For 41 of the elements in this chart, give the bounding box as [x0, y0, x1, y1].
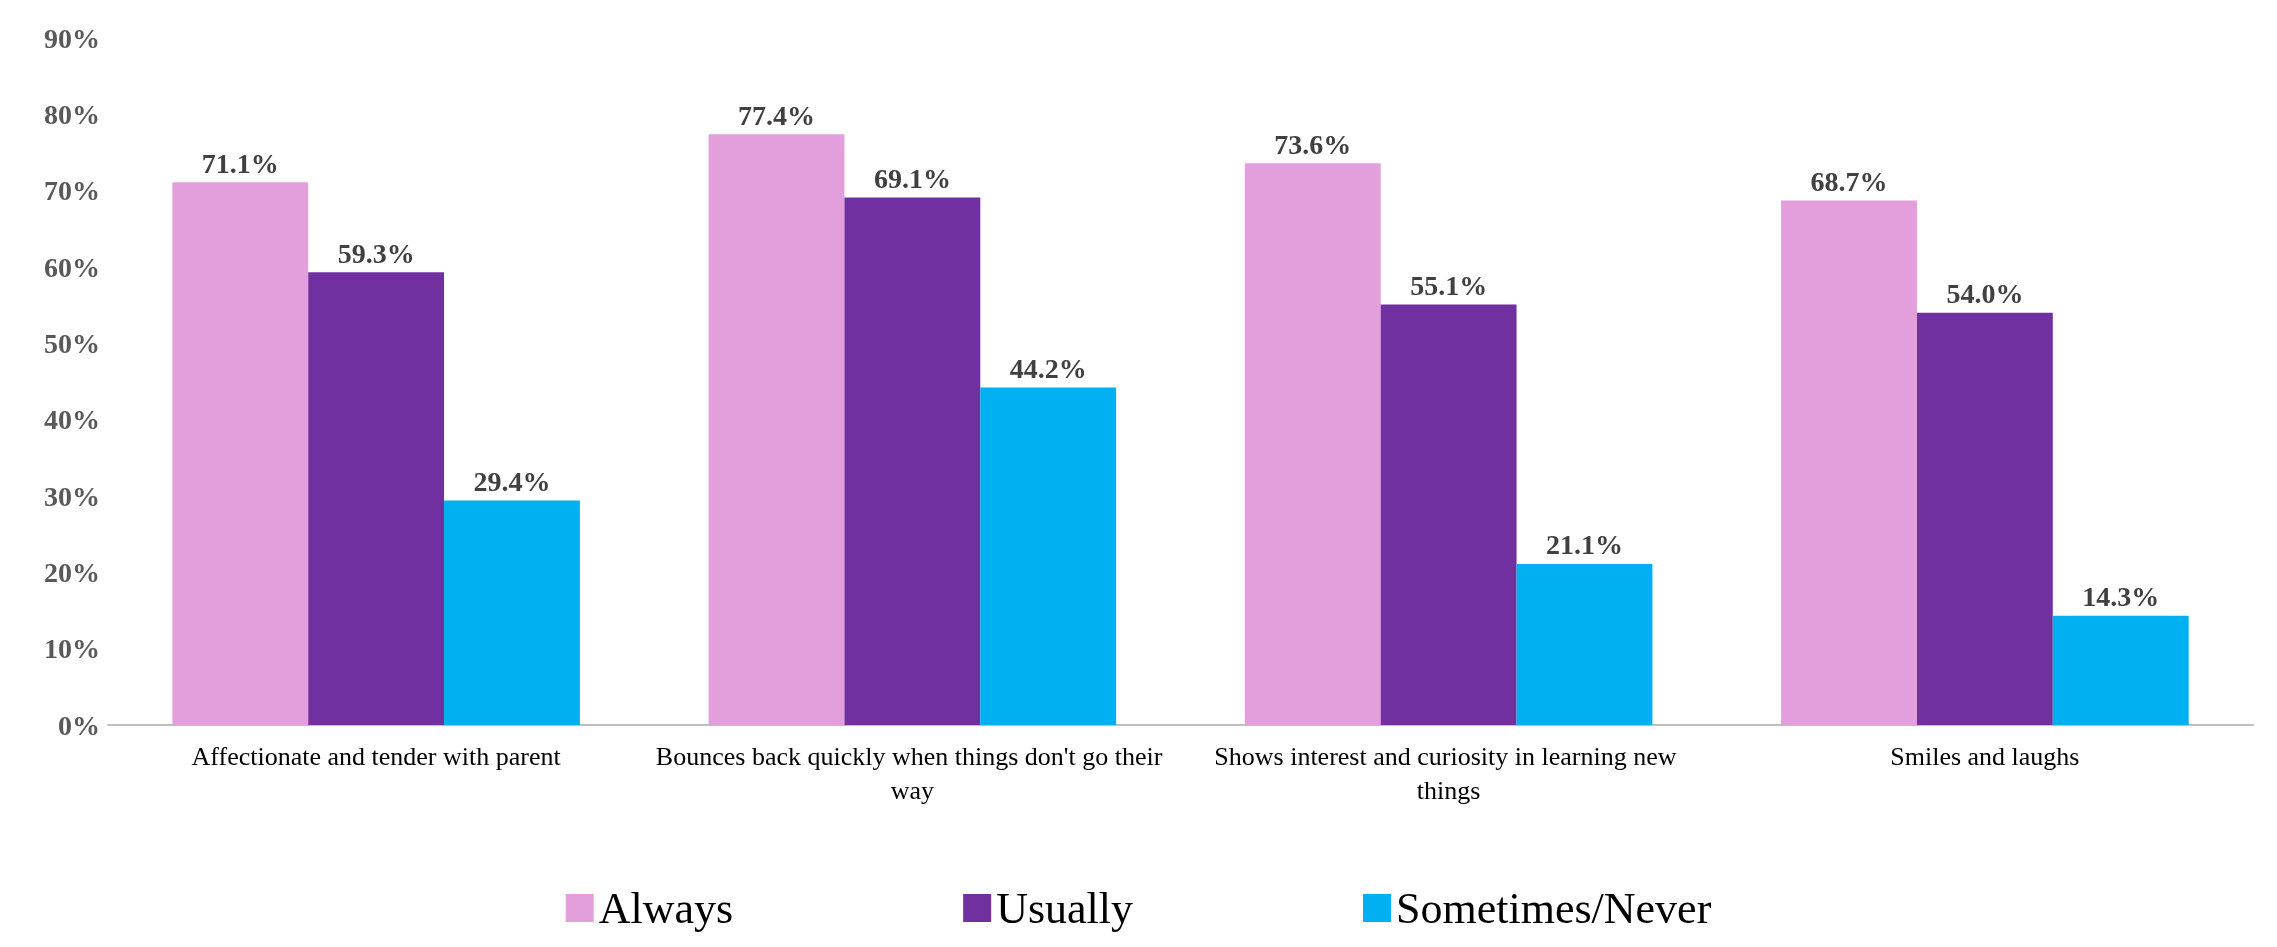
- bar: [844, 197, 981, 725]
- bar: [708, 134, 845, 725]
- data-label: 77.4%: [738, 99, 816, 131]
- data-label: 71.1%: [201, 147, 279, 179]
- legend-label: Always: [598, 883, 734, 933]
- x-tick-label: Shows interest and curiosity in learning new things: [1214, 741, 1683, 805]
- bar: [444, 500, 580, 725]
- y-tick-label: 80%: [44, 98, 100, 130]
- data-label: 55.1%: [1410, 269, 1488, 301]
- y-tick-label: 50%: [44, 327, 100, 359]
- data-label: 68.7%: [1810, 166, 1888, 198]
- data-label: 59.3%: [337, 237, 415, 269]
- data-label: 21.1%: [1545, 529, 1623, 561]
- data-label: 29.4%: [473, 466, 551, 498]
- legend-label: Sometimes/Never: [1396, 883, 1712, 933]
- data-label: 44.2%: [1009, 353, 1087, 385]
- bar: [1244, 163, 1381, 725]
- data-label: 14.3%: [2082, 581, 2160, 613]
- bar: [172, 182, 309, 725]
- x-tick-label: Smiles and laughs: [1890, 741, 2080, 771]
- y-tick-label: 70%: [44, 175, 100, 207]
- x-tick-label: Bounces back quickly when things don't go their way: [655, 741, 1169, 805]
- y-tick-label: 90%: [44, 22, 100, 54]
- bar: [1380, 304, 1517, 725]
- legend-label: Usually: [996, 883, 1134, 933]
- data-label: 54.0%: [1946, 278, 2024, 310]
- y-tick-label: 30%: [44, 480, 100, 512]
- bar: [980, 387, 1117, 725]
- data-label: 69.1%: [873, 163, 951, 195]
- bar: [1916, 312, 2053, 725]
- y-tick-label: 40%: [44, 404, 100, 436]
- y-tick-label: 0%: [58, 709, 100, 741]
- bar: [308, 272, 445, 725]
- x-tick-label: Affectionate and tender with parent: [191, 741, 562, 771]
- y-tick-label: 20%: [44, 556, 100, 588]
- bar: [2052, 615, 2189, 725]
- y-tick-label: 10%: [44, 633, 100, 665]
- bar: [1781, 200, 1917, 725]
- data-label: 73.6%: [1274, 128, 1352, 160]
- bar: [1516, 563, 1653, 725]
- y-tick-label: 60%: [44, 251, 100, 283]
